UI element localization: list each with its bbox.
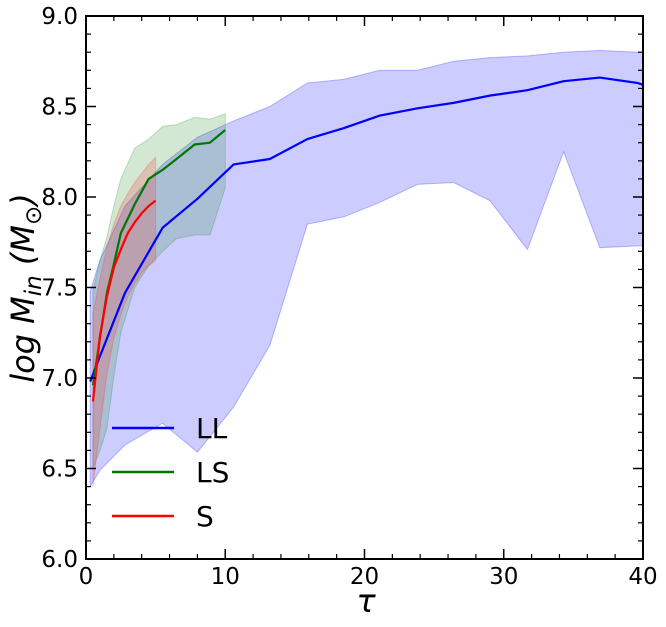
y-axis-label: log Min (M⊙)	[4, 193, 47, 383]
y-tick-label: 7.5	[41, 276, 78, 302]
y-axis-label-unit-open: (M	[4, 225, 42, 275]
series-lines	[89, 76, 644, 402]
legend-label-ls: LS	[196, 456, 229, 489]
y-axis-label-main: log M	[4, 296, 42, 383]
line-ll	[89, 76, 644, 383]
y-axis-label-unit-subscript: ⊙	[21, 206, 47, 225]
y-tick-label: 9.0	[41, 4, 78, 30]
y-tick-label: 7.0	[41, 366, 78, 392]
band-s	[92, 155, 157, 487]
legend: LL LS S	[112, 412, 229, 533]
x-tick-label: 10	[211, 564, 240, 590]
x-axis-label: τ	[356, 582, 376, 620]
band-ll	[89, 49, 644, 489]
y-tick-label: 8.0	[41, 185, 78, 211]
line-s	[91, 199, 157, 402]
x-tick-label: 30	[489, 564, 518, 590]
confidence-bands	[89, 49, 644, 489]
y-tick-label: 6.5	[41, 457, 78, 483]
axis-ticks	[85, 15, 644, 560]
legend-label-s: S	[196, 500, 214, 533]
x-tick-label: 40	[628, 564, 657, 590]
x-tick-label: 0	[79, 564, 94, 590]
legend-label-ll: LL	[196, 412, 228, 445]
x-tick-label: 20	[350, 564, 379, 590]
y-axis-label-unit-close: )	[4, 193, 42, 207]
y-tick-label: 6.0	[41, 547, 78, 573]
tick-labels: 0 10 20 30 40 6.0 6.5 7.0 7.5 8.0 8.5 9.0	[41, 4, 657, 590]
y-axis-label-subscript: in	[21, 275, 47, 296]
y-tick-label: 8.5	[41, 95, 78, 121]
